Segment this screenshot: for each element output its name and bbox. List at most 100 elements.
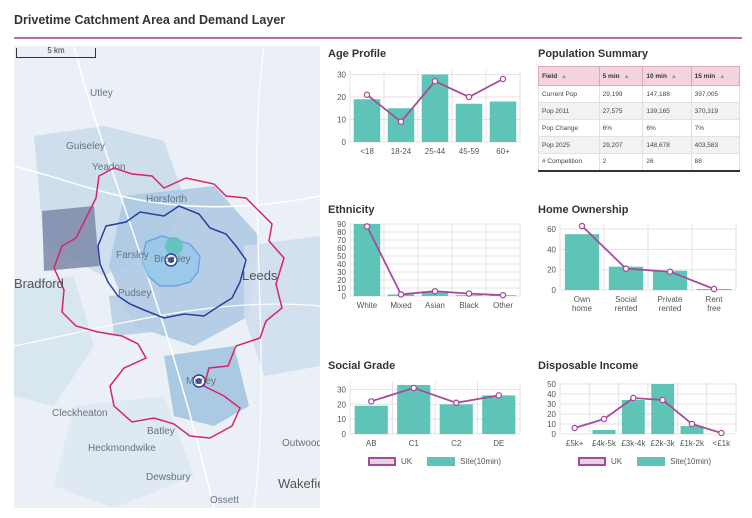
x-tick-label: Rent [706, 295, 724, 304]
series-line [366, 225, 504, 297]
line-point [363, 91, 371, 98]
map-label: Farsley [116, 250, 149, 261]
line-point [499, 291, 507, 299]
y-tick-label: 0 [342, 292, 347, 301]
table-row: # Competition 2 26 88 [538, 153, 741, 171]
x-tick-label: 45-59 [459, 147, 480, 156]
line-point [431, 287, 439, 295]
social-grade-title: Social Grade [328, 360, 396, 372]
y-tick-label: 0 [342, 138, 347, 147]
x-tick-label: free [707, 304, 721, 313]
line-point [465, 93, 473, 101]
ethnicity-chart: 0 10 20 30 40 50 60 70 80 90 White Mixed Asian Black O… [328, 218, 526, 323]
line-point [368, 398, 375, 405]
line-point [465, 290, 473, 297]
y-tick-label: 60 [547, 225, 556, 234]
x-tick-label: White [357, 301, 378, 310]
table-header-10min[interactable]: 10 min ▲ [642, 66, 692, 86]
y-tick-label: 40 [547, 245, 556, 254]
legend-label-site: Site(10min) [460, 457, 502, 466]
x-tick-label: £1k-2k [680, 439, 705, 448]
legend-label-uk: UK [401, 457, 413, 466]
y-tick-label: 60 [337, 244, 346, 253]
social-grade-legend: UK Site(10min) [368, 457, 501, 466]
social-grade-svg: 0 10 20 30 AB C1 C2 DE [337, 382, 521, 448]
x-tick-label: Private [658, 295, 683, 304]
y-tick-label: 0 [552, 430, 557, 439]
table-header-field[interactable]: Field ▲ [538, 66, 600, 86]
x-tick-label: rented [659, 304, 682, 313]
y-tick-label: 10 [337, 284, 346, 293]
x-tick-label: Black [459, 301, 480, 310]
x-tick-label: Own [574, 295, 590, 304]
bar [354, 405, 388, 434]
y-tick-label: 20 [337, 276, 346, 285]
line-point [659, 396, 666, 404]
y-tick-label: 40 [547, 390, 556, 399]
series-line [574, 397, 722, 434]
bar [482, 395, 516, 434]
home-ownership-chart: 0 20 40 60 Own home Social rented Private rented R… [538, 218, 742, 323]
x-tick-label: £3k-4k [621, 439, 646, 448]
page-title: Drivetime Catchment Area and Demand Laye… [14, 13, 286, 27]
title-divider [14, 37, 742, 39]
line-point [666, 268, 674, 275]
bar [353, 99, 381, 142]
line-point [495, 392, 502, 399]
y-tick-label: 30 [337, 385, 346, 394]
ethnicity-title: Ethnicity [328, 204, 375, 216]
site-marker-center [196, 378, 202, 384]
map-label: Morley [186, 376, 217, 387]
table-row: Current Pop 29,199 147,188 397,005 [538, 85, 741, 103]
line-point [710, 285, 718, 293]
line-point [622, 265, 630, 272]
home-ownership-title: Home Ownership [538, 204, 629, 216]
line-point [688, 420, 696, 428]
bar [353, 224, 381, 296]
y-tick-label: 10 [337, 116, 346, 125]
line-point [578, 222, 586, 230]
line-point [397, 118, 405, 126]
table-row: Pop 2011 27,575 139,165 370,319 [538, 102, 741, 120]
x-tick-label: <£1k [713, 439, 732, 448]
map-canvas [14, 46, 320, 508]
x-tick-label: rented [615, 304, 638, 313]
map-label: Wakefield [278, 476, 320, 491]
x-tick-label: 25-44 [425, 147, 446, 156]
x-tick-label: £4k-5k [592, 439, 617, 448]
catchment-map[interactable]: 5 km Utley Guiseley Yeadon Horsforth Far… [14, 46, 320, 508]
population-summary-title: Population Summary [538, 48, 649, 60]
disposable-income-chart: 0 10 20 30 40 50 £5k+ £4k-5k £3k-4k £2k-3k £1k-2k <… [538, 376, 742, 457]
line-point [397, 291, 405, 298]
y-tick-label: 0 [342, 430, 347, 439]
x-tick-label: £5k+ [566, 439, 584, 448]
map-label: Leeds [242, 268, 278, 283]
y-tick-label: 30 [337, 268, 346, 277]
y-tick-label: 20 [337, 93, 346, 102]
bar [680, 426, 704, 434]
line-point [600, 415, 608, 423]
site-marker-center [168, 257, 174, 263]
x-tick-label: C1 [409, 439, 420, 448]
y-tick-label: 40 [337, 260, 346, 269]
table-header-5min[interactable]: 5 min ▲ [598, 66, 644, 86]
bar [651, 384, 675, 434]
y-tick-label: 90 [337, 220, 346, 229]
y-tick-label: 20 [547, 410, 556, 419]
sort-icon: ▲ [561, 73, 568, 80]
map-label: Dewsbury [146, 472, 191, 483]
x-tick-label: Mixed [390, 301, 411, 310]
map-label: Utley [90, 88, 113, 99]
x-tick-label: <18 [360, 147, 374, 156]
x-tick-label: 60+ [496, 147, 510, 156]
legend-swatch-site [637, 457, 666, 466]
series-line [370, 386, 499, 404]
y-tick-label: 30 [337, 71, 346, 80]
map-label: Cleckheaton [52, 408, 108, 419]
legend-label-uk: UK [611, 457, 623, 466]
table-header-15min[interactable]: 15 min ▲ [690, 66, 741, 86]
map-label: Bramley [154, 254, 191, 265]
x-tick-label: Other [493, 301, 513, 310]
